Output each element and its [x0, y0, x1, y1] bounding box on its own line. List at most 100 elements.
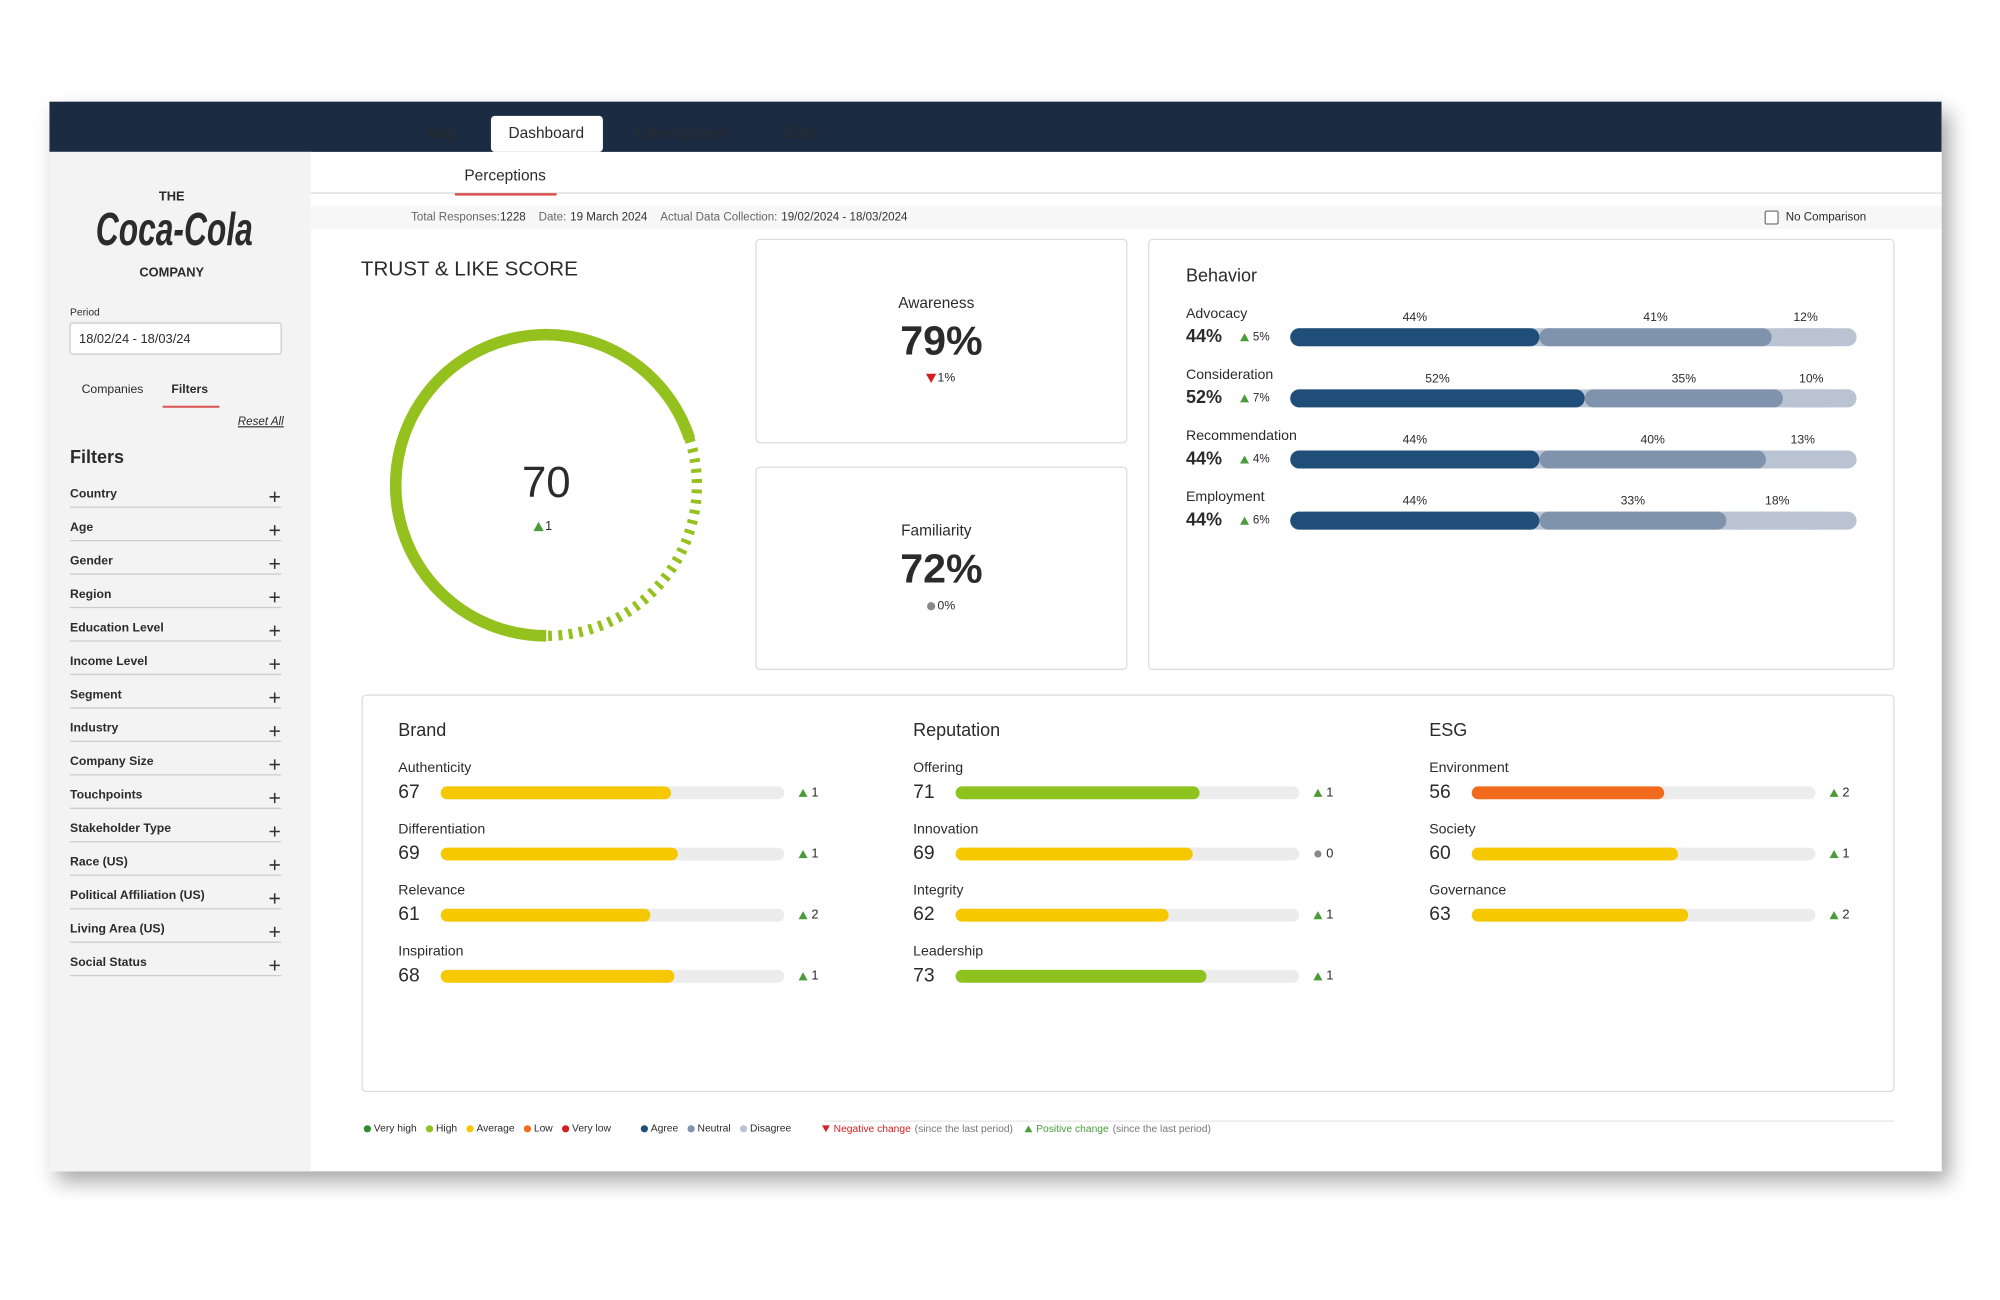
score-bar [440, 908, 651, 922]
behavior-segment-label: 35% [1672, 371, 1697, 385]
nav-tab[interactable]: Table [781, 125, 818, 142]
trend-up [1829, 788, 1839, 797]
behavior-segment [1539, 328, 1772, 347]
trend-up [798, 911, 808, 920]
score-change: 1 [1842, 845, 1849, 860]
info-date: 19 March 2024 [570, 212, 648, 224]
behavior-segment [1765, 450, 1840, 469]
legend-label: Neutral [698, 1124, 731, 1135]
reset-all[interactable]: Reset All [238, 416, 284, 428]
filter-plus[interactable] [269, 491, 280, 502]
score-value: 71 [913, 782, 934, 803]
filter-plus[interactable] [269, 859, 280, 871]
filter-label[interactable]: Race (US) [70, 855, 128, 869]
subnav-tab[interactable]: Perceptions [464, 167, 546, 184]
trend-up [1240, 455, 1250, 464]
behavior-title: Behavior [1186, 265, 1257, 285]
filter-plus[interactable] [269, 625, 280, 636]
info-responses: 1228 [500, 212, 526, 224]
filter-label[interactable]: Gender [70, 553, 113, 567]
trend-up [798, 972, 808, 981]
kpi-change: 0% [938, 598, 956, 612]
score-change: 1 [811, 968, 818, 983]
filter-label[interactable]: Income Level [70, 654, 147, 668]
filter-plus[interactable] [269, 893, 280, 904]
filter-label[interactable]: Industry [70, 721, 118, 735]
filter-plus[interactable] [269, 960, 280, 971]
kpi-change: 1% [938, 371, 956, 385]
filter-label[interactable]: Segment [70, 687, 122, 701]
score-bar [440, 847, 678, 861]
trust-title: TRUST & LIKE SCORE [361, 258, 578, 281]
sidebar-tab[interactable]: Filters [171, 382, 208, 396]
score-bar [955, 908, 1169, 922]
filter-label[interactable]: Education Level [70, 620, 164, 634]
filter-plus[interactable] [269, 926, 280, 938]
trend-up [1829, 911, 1839, 920]
behavior-segment [1726, 511, 1829, 530]
filter-plus[interactable] [269, 525, 280, 536]
behavior-segment-label: 52% [1425, 371, 1450, 385]
filter-label[interactable]: Company Size [70, 754, 154, 768]
behavior-change: 4% [1253, 454, 1270, 466]
score-label: Integrity [913, 881, 964, 897]
filter-label[interactable]: Living Area (US) [70, 922, 165, 936]
legend-label: Low [534, 1124, 553, 1135]
nav-tab[interactable]: Dashboard [509, 125, 585, 142]
behavior-segment-label: 40% [1640, 432, 1665, 446]
filter-label[interactable]: Touchpoints [70, 788, 143, 802]
score-bar [1471, 908, 1689, 922]
nav-tab[interactable]: Map [427, 125, 457, 142]
behavior-segment [1584, 389, 1783, 408]
awareness-card [755, 238, 1128, 444]
active-tab[interactable] [490, 115, 603, 152]
behavior-segment [1782, 389, 1840, 408]
info-date-label: Date: [539, 212, 567, 224]
filter-label[interactable]: Social Status [70, 955, 147, 969]
filter-plus[interactable] [269, 659, 280, 670]
behavior-value: 52% [1186, 387, 1222, 407]
filter-label[interactable]: Region [70, 587, 111, 601]
behavior-segment-label: 33% [1621, 494, 1646, 508]
score-value: 62 [913, 904, 934, 925]
legend-dot [739, 1125, 748, 1133]
trust-change: 1 [545, 518, 552, 533]
comparison-checkbox[interactable] [1764, 210, 1779, 225]
behavior-change: 5% [1253, 331, 1270, 343]
kpi-label: Familiarity [901, 523, 972, 540]
behavior-value: 44% [1186, 326, 1222, 346]
nav-tab[interactable]: Development [637, 125, 729, 142]
filter-label[interactable]: Country [70, 486, 117, 500]
kpi-value: 79% [900, 318, 982, 364]
score-value: 68 [398, 965, 419, 986]
score-change: 2 [1842, 907, 1849, 922]
filter-plus[interactable] [269, 792, 280, 804]
behavior-segment [1539, 511, 1727, 530]
trend-up [1313, 972, 1323, 981]
behavior-segment-label: 41% [1643, 310, 1668, 324]
comparison-label[interactable]: No Comparison [1786, 212, 1866, 224]
score-label: Innovation [913, 820, 978, 836]
filter-plus[interactable] [269, 558, 280, 569]
score-label: Relevance [398, 881, 465, 897]
filter-plus[interactable] [269, 826, 280, 837]
familiarity-card [755, 466, 1128, 670]
sidebar-tab[interactable]: Companies [82, 382, 144, 396]
legend-change-label: Positive change [1036, 1124, 1109, 1135]
behavior-change: 7% [1253, 392, 1270, 404]
behavior-segment-label: 10% [1799, 371, 1824, 385]
filter-label[interactable]: Political Affiliation (US) [70, 888, 205, 902]
legend-change: Positive change (since the last period) [1036, 1124, 1211, 1135]
filter-plus[interactable] [269, 592, 280, 603]
filter-label[interactable]: Age [70, 520, 93, 534]
period-input[interactable] [69, 322, 282, 355]
filter-plus[interactable] [269, 692, 280, 703]
sidebar [49, 151, 311, 1172]
behavior-value: 44% [1186, 509, 1222, 529]
behavior-label: Advocacy [1186, 305, 1248, 321]
filter-label[interactable]: Stakeholder Type [70, 821, 171, 835]
filter-plus[interactable] [269, 759, 280, 770]
behavior-segment-label: 18% [1765, 494, 1790, 508]
filter-plus[interactable] [269, 725, 280, 737]
